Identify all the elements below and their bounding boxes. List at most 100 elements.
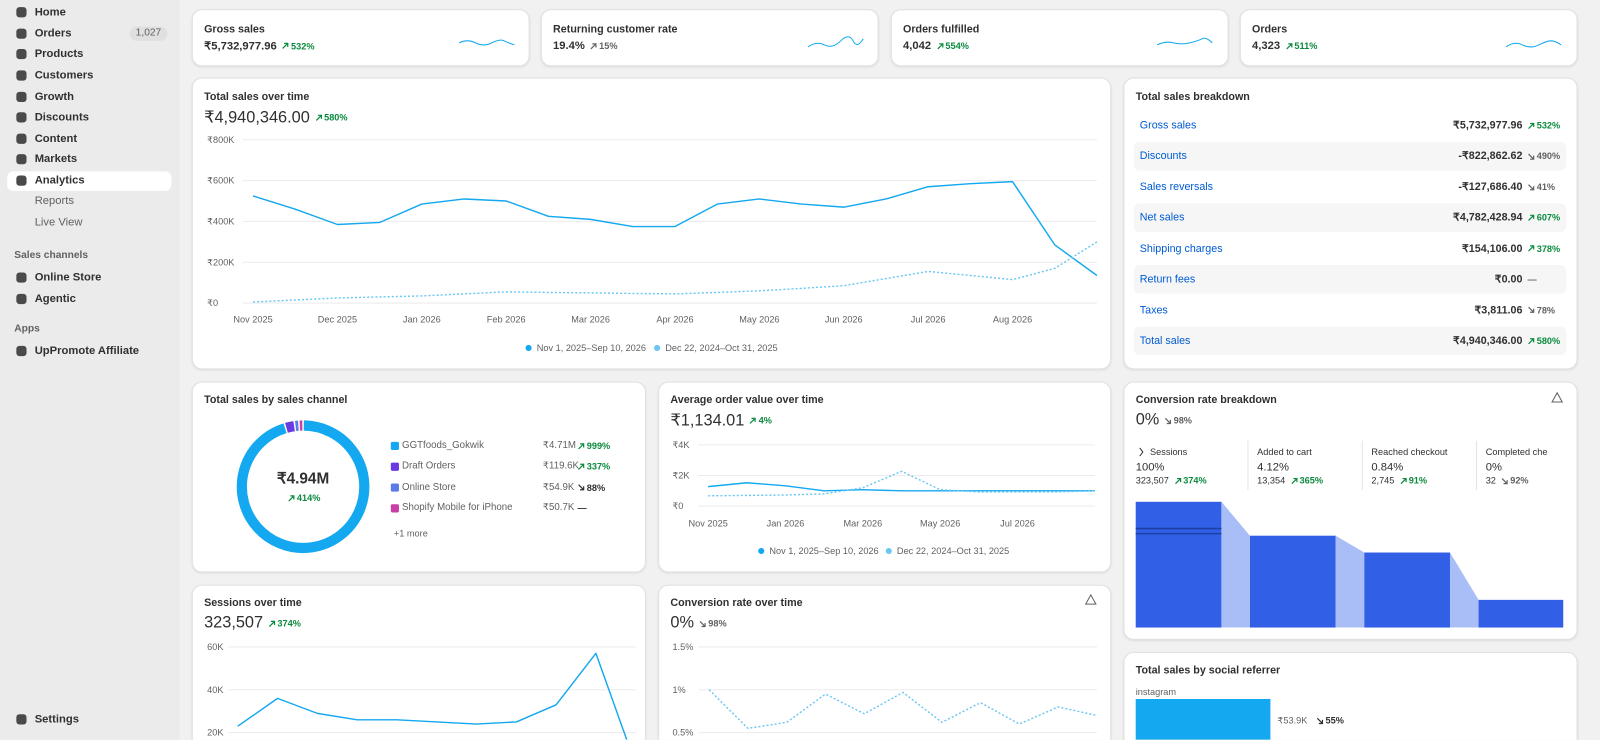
change: —: [578, 503, 587, 513]
funnel-connector: [1335, 535, 1365, 628]
trend-arrow: [1528, 184, 1535, 191]
change-value: 580%: [324, 112, 348, 123]
row-label[interactable]: Total sales: [1139, 334, 1191, 347]
stage-label: Completed che: [1485, 446, 1548, 458]
change-value: 337%: [586, 461, 611, 472]
kpi-card[interactable]: [540, 9, 879, 67]
value: 4,323: [1252, 39, 1281, 53]
kpi-card[interactable]: [890, 9, 1229, 67]
row-label[interactable]: Sales reversals: [1139, 180, 1214, 194]
row-label[interactable]: Taxes: [1139, 303, 1168, 317]
x-tick-label: Dec 2025: [317, 314, 358, 325]
trend-arrow: [315, 114, 322, 121]
nav-item[interactable]: Growth: [34, 90, 74, 104]
nav-item[interactable]: Customers: [34, 69, 94, 82]
kpi-card[interactable]: [1239, 9, 1578, 67]
row-change: —: [1528, 274, 1537, 284]
nav-item[interactable]: Markets: [34, 153, 78, 166]
x-tick-label: Jun 2026: [824, 314, 863, 325]
sidebar: [0, 0, 180, 740]
kpi-title: Gross sales: [204, 23, 265, 36]
kpi-title: Orders fulfilled: [903, 23, 980, 36]
change: 607%: [1528, 213, 1560, 223]
funnel-bar: [1249, 535, 1336, 628]
more-link[interactable]: +1 more: [393, 528, 428, 539]
nav-item[interactable]: Discounts: [34, 111, 89, 124]
series-line: [253, 241, 1098, 303]
row-value: ₹5,732,977.96: [1453, 119, 1523, 132]
trend-arrow: [1528, 245, 1535, 252]
row-value: ₹0.00: [1494, 273, 1523, 286]
funnel-connector: [1221, 501, 1250, 628]
y-tick-label: 1.5%: [672, 641, 694, 653]
count: 13,354: [1257, 475, 1286, 486]
row-label[interactable]: Gross sales: [1139, 119, 1197, 132]
card-title: Total sales over time: [204, 90, 310, 104]
row-label[interactable]: Return fees: [1139, 273, 1196, 286]
trend-arrow: [1501, 477, 1508, 484]
nav-subitem[interactable]: Live View: [34, 216, 83, 229]
value-row: 4,323 511%: [1252, 40, 1317, 52]
nav-icon: [16, 272, 27, 283]
change: 490%: [1528, 151, 1560, 161]
row-bg: [1133, 265, 1567, 294]
x-tick-label: May 2026: [739, 314, 780, 325]
nav-item[interactable]: Home: [34, 6, 66, 19]
legend-value: ₹50.7K: [542, 502, 575, 514]
trend-arrow: [750, 417, 757, 424]
nav-item[interactable]: Online Store: [34, 271, 102, 284]
nav-item[interactable]: Orders: [34, 27, 72, 40]
legend-change: —: [578, 503, 587, 513]
y-tick-label: ₹2K: [672, 470, 690, 481]
nav-item[interactable]: Products: [34, 47, 84, 61]
row-label[interactable]: Shipping charges: [1139, 242, 1223, 255]
legend-swatch: [390, 483, 399, 492]
row-value: -₹127,686.40: [1458, 180, 1523, 194]
change: 41%: [1528, 182, 1555, 192]
value-row: 323,507 374%: [204, 614, 301, 632]
section-title[interactable]: Sales channels: [14, 249, 89, 262]
change: 532%: [1528, 120, 1561, 131]
change-value: 532%: [1536, 120, 1561, 131]
legend-change: 999%: [578, 441, 610, 451]
legend-label: Online Store: [402, 481, 456, 493]
change-value: 92%: [1510, 475, 1529, 486]
legend-change: 88%: [578, 482, 605, 493]
card-title: Conversion rate over time: [670, 596, 803, 610]
donut-total: ₹4.94M: [276, 470, 330, 488]
change-value: 15%: [599, 40, 618, 52]
y-tick-label: ₹0: [207, 297, 219, 309]
nav-item[interactable]: Analytics: [34, 174, 85, 187]
kpi-card[interactable]: [191, 9, 530, 67]
y-tick-label: ₹600K: [207, 175, 235, 186]
value-row: 0% 98%: [670, 614, 726, 632]
change-value: —: [1527, 274, 1537, 285]
nav-item[interactable]: Settings: [34, 713, 79, 726]
trend-arrow: [268, 620, 275, 627]
value: ₹1,134.01: [670, 412, 745, 430]
value: 19.4%: [553, 39, 585, 53]
nav-item[interactable]: Agentic: [34, 292, 76, 306]
trend-arrow: [1528, 153, 1535, 160]
y-tick-label: 1%: [672, 684, 686, 695]
trend-arrow: [1528, 307, 1535, 314]
row-label[interactable]: Net sales: [1139, 211, 1185, 224]
row-change: 41%: [1528, 182, 1555, 192]
nav-subitem[interactable]: Reports: [34, 194, 75, 208]
row-change: 378%: [1528, 243, 1560, 254]
y-tick-label: ₹400K: [207, 216, 235, 227]
y-tick-label: ₹800K: [207, 134, 235, 145]
legend-label: Nov 1, 2025–Sep 10, 2026: [769, 545, 879, 557]
series-line: [708, 470, 1095, 497]
trend-arrow: [578, 463, 585, 470]
stage-label: Sessions: [1149, 446, 1188, 458]
trend-arrow: [1528, 122, 1535, 129]
row-label[interactable]: Discounts: [1139, 150, 1187, 163]
section-title[interactable]: Apps: [14, 323, 40, 335]
nav-item[interactable]: Content: [34, 132, 78, 145]
series-line: [708, 482, 1095, 492]
stage-count: 2,745 91%: [1371, 476, 1427, 486]
nav-item[interactable]: UpPromote Affiliate: [34, 344, 140, 358]
legend-dot: [525, 344, 532, 352]
